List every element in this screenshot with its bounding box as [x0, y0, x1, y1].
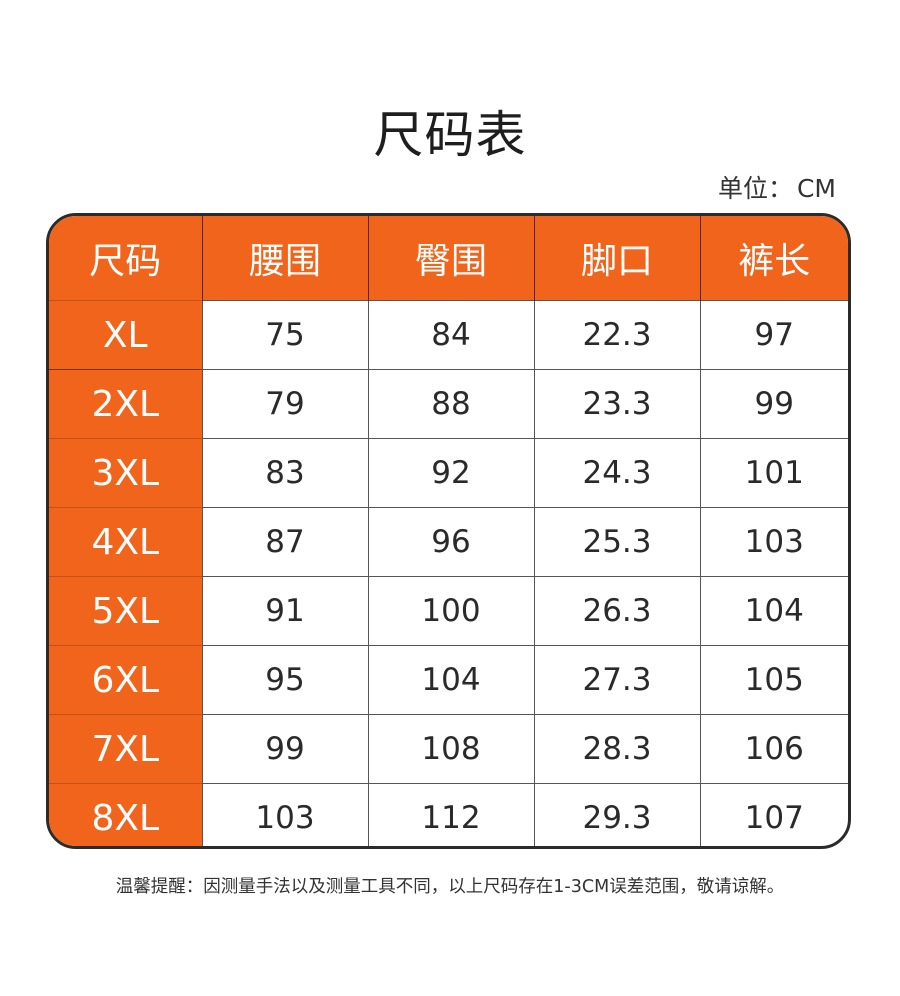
header-size: 尺码 — [49, 216, 202, 301]
table-row: XL 75 84 22.3 97 — [49, 300, 848, 370]
measurement-note: 温馨提醒：因测量手法以及测量工具不同，以上尺码存在1-3CM误差范围，敬请谅解。 — [115, 877, 785, 897]
pants-length-cell: 104 — [699, 576, 848, 646]
leg-opening-cell: 29.3 — [533, 783, 700, 846]
header-waist: 腰围 — [201, 216, 368, 301]
hip-cell: 84 — [367, 300, 534, 370]
unit-label: 单位： — [717, 174, 793, 203]
header-hip: 臀围 — [367, 216, 534, 301]
waist-cell: 103 — [201, 783, 368, 846]
waist-cell: 99 — [201, 714, 368, 784]
leg-opening-cell: 24.3 — [533, 438, 700, 508]
size-cell: 4XL — [49, 507, 202, 577]
pants-length-cell: 107 — [699, 783, 848, 846]
waist-cell: 83 — [201, 438, 368, 508]
table-row: 4XL 87 96 25.3 103 — [49, 507, 848, 577]
waist-cell: 79 — [201, 369, 368, 439]
table-header-row: 尺码 腰围 臀围 脚口 裤长 — [49, 216, 848, 301]
table-row: 7XL 99 108 28.3 106 — [49, 714, 848, 784]
pants-length-cell: 105 — [699, 645, 848, 715]
waist-cell: 87 — [201, 507, 368, 577]
hip-cell: 96 — [367, 507, 534, 577]
leg-opening-cell: 22.3 — [533, 300, 700, 370]
table-row: 3XL 83 92 24.3 101 — [49, 438, 848, 508]
waist-cell: 75 — [201, 300, 368, 370]
leg-opening-cell: 26.3 — [533, 576, 700, 646]
size-table: 尺码 腰围 臀围 脚口 裤长 XL 75 84 22.3 97 2XL 79 8… — [49, 216, 848, 846]
size-cell: 2XL — [49, 369, 202, 439]
hip-cell: 100 — [367, 576, 534, 646]
unit-value: CM — [796, 174, 836, 203]
table-row: 8XL 103 112 29.3 107 — [49, 783, 848, 846]
pants-length-cell: 103 — [699, 507, 848, 577]
header-pants-length: 裤长 — [699, 216, 848, 301]
pants-length-cell: 99 — [699, 369, 848, 439]
size-chart-table: 尺码 腰围 臀围 脚口 裤长 XL 75 84 22.3 97 2XL 79 8… — [46, 213, 851, 849]
table-row: 2XL 79 88 23.3 99 — [49, 369, 848, 439]
leg-opening-cell: 28.3 — [533, 714, 700, 784]
size-cell: 6XL — [49, 645, 202, 715]
table-row: 5XL 91 100 26.3 104 — [49, 576, 848, 646]
size-cell: 8XL — [49, 783, 202, 846]
pants-length-cell: 97 — [699, 300, 848, 370]
leg-opening-cell: 25.3 — [533, 507, 700, 577]
unit-indicator: 单位： CM — [718, 172, 836, 206]
hip-cell: 88 — [367, 369, 534, 439]
header-leg-opening: 脚口 — [533, 216, 700, 301]
pants-length-cell: 106 — [699, 714, 848, 784]
waist-cell: 95 — [201, 645, 368, 715]
hip-cell: 92 — [367, 438, 534, 508]
size-cell: 5XL — [49, 576, 202, 646]
size-cell: 7XL — [49, 714, 202, 784]
waist-cell: 91 — [201, 576, 368, 646]
table-row: 6XL 95 104 27.3 105 — [49, 645, 848, 715]
page-title: 尺码表 — [373, 106, 527, 164]
pants-length-cell: 101 — [699, 438, 848, 508]
size-cell: XL — [49, 300, 202, 370]
size-cell: 3XL — [49, 438, 202, 508]
hip-cell: 104 — [367, 645, 534, 715]
hip-cell: 112 — [367, 783, 534, 846]
leg-opening-cell: 23.3 — [533, 369, 700, 439]
leg-opening-cell: 27.3 — [533, 645, 700, 715]
hip-cell: 108 — [367, 714, 534, 784]
